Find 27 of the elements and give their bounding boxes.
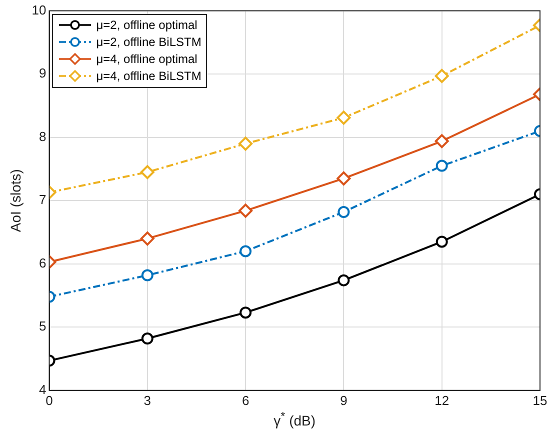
x-tick-label: 6 [242, 392, 250, 408]
x-tick-label: 0 [46, 392, 53, 408]
point [338, 274, 350, 286]
legend-label: μ=2, offline BiLSTM [96, 35, 202, 50]
x-tick-label: 15 [532, 392, 548, 408]
y-tick-label: 8 [39, 128, 46, 144]
y-tick-label: 6 [39, 255, 46, 270]
point [338, 206, 350, 218]
point [238, 136, 253, 151]
point [240, 306, 252, 319]
x-axis-title: γ$^{*}$ (dB) [272, 410, 317, 429]
y-axis-title: AoI (slots) [7, 169, 24, 232]
y-tick-label: 9 [39, 66, 46, 81]
y-tick-label: 10 [32, 2, 46, 18]
point [240, 245, 252, 258]
x-tick-label: 3 [144, 392, 152, 408]
point [336, 110, 351, 125]
x-tick-label: 9 [340, 392, 348, 408]
legend-label: μ=4, offline BiLSTM [96, 69, 202, 84]
legend-label: μ=2, offline optimal [96, 18, 198, 32]
legend-label: μ=4, offline optimal [96, 52, 198, 66]
point [336, 171, 351, 186]
y-tick-label: 5 [39, 318, 46, 334]
y-tick-label: 7 [39, 192, 46, 208]
x-tick-label: 12 [434, 392, 450, 408]
y-tick-label: 4 [39, 382, 46, 397]
point [238, 204, 253, 218]
